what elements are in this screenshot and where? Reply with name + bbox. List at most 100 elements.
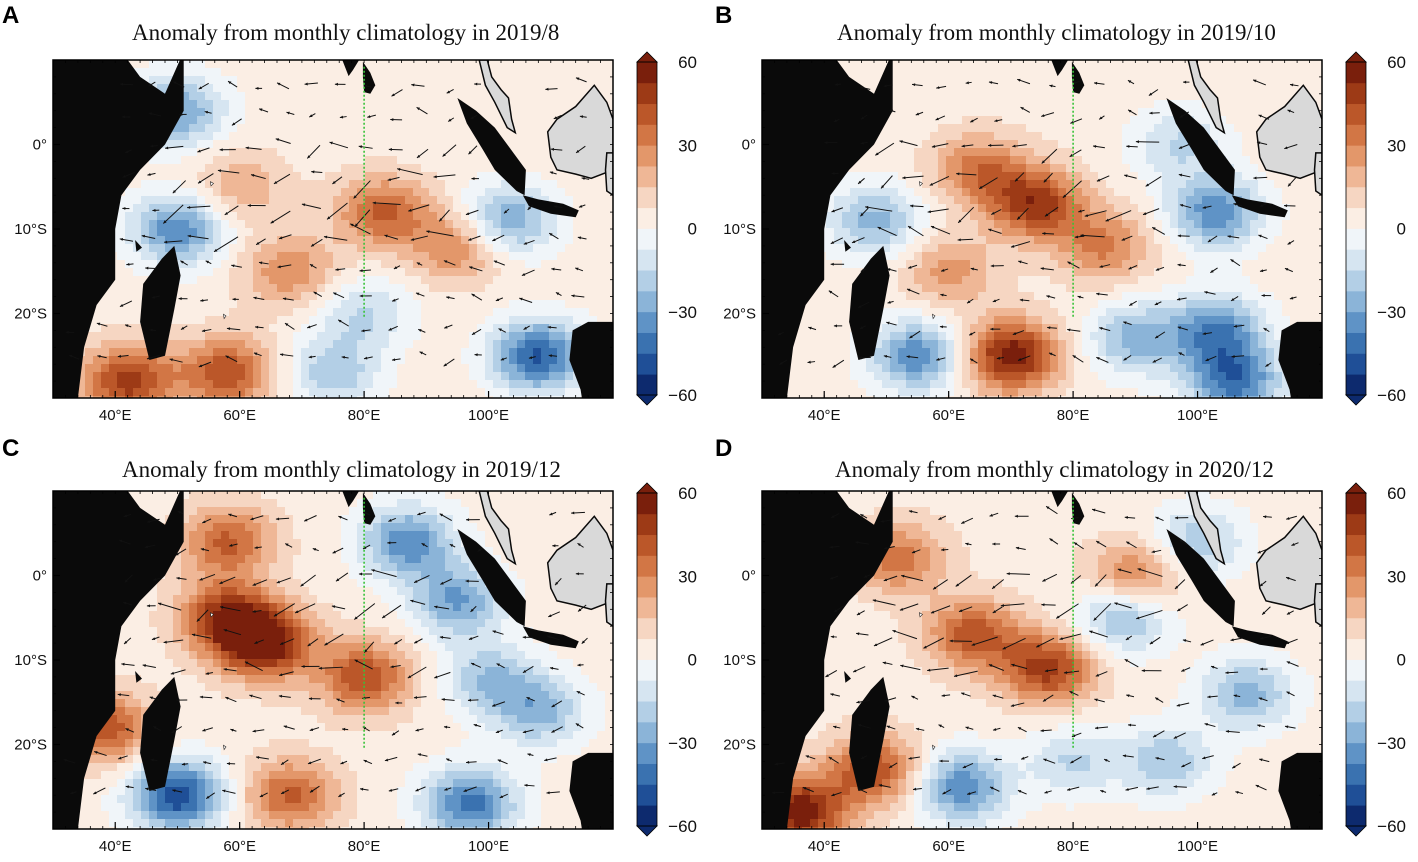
- anomaly-cell: [858, 204, 867, 213]
- anomaly-cell: [261, 140, 270, 149]
- anomaly-cell: [842, 172, 851, 181]
- anomaly-cell: [333, 188, 342, 197]
- anomaly-cell: [373, 300, 382, 309]
- anomaly-cell: [922, 180, 931, 189]
- anomaly-cell: [1234, 132, 1243, 141]
- anomaly-cell: [317, 108, 326, 117]
- anomaly-cell: [1034, 212, 1043, 221]
- anomaly-cell: [133, 380, 142, 389]
- wind-vector-head: [219, 148, 223, 152]
- anomaly-cell: [237, 372, 246, 381]
- anomaly-cell: [357, 108, 366, 117]
- anomaly-cell: [109, 300, 118, 309]
- anomaly-cell: [341, 180, 350, 189]
- anomaly-cell: [285, 180, 294, 189]
- anomaly-cell: [261, 204, 270, 213]
- anomaly-cell: [453, 212, 462, 221]
- anomaly-cell: [437, 132, 446, 141]
- wind-vector-head: [503, 210, 508, 214]
- anomaly-cell: [565, 324, 574, 333]
- anomaly-cell: [301, 228, 310, 237]
- anomaly-cell: [389, 372, 398, 381]
- wind-vector-head: [201, 329, 206, 333]
- anomaly-cell: [405, 60, 414, 69]
- anomaly-cell: [341, 212, 350, 221]
- anomaly-cell: [373, 332, 382, 341]
- anomaly-cell: [533, 260, 542, 269]
- anomaly-cell: [978, 124, 987, 133]
- wind-vector-head: [388, 148, 392, 151]
- anomaly-cell: [914, 132, 923, 141]
- anomaly-cell: [237, 132, 246, 141]
- anomaly-cell: [1274, 68, 1283, 77]
- anomaly-cell: [293, 212, 302, 221]
- anomaly-cell: [309, 188, 318, 197]
- anomaly-cell: [541, 316, 550, 325]
- anomaly-cell: [397, 60, 406, 69]
- anomaly-cell: [1106, 204, 1115, 213]
- anomaly-cell: [589, 244, 598, 253]
- anomaly-cell: [986, 116, 995, 125]
- anomaly-cell: [453, 372, 462, 381]
- anomaly-cell: [189, 84, 198, 93]
- anomaly-cell: [1114, 60, 1123, 69]
- anomaly-cell: [1306, 68, 1315, 77]
- wind-vector-head: [391, 358, 396, 362]
- anomaly-cell: [341, 196, 350, 205]
- wind-vector-head: [577, 236, 582, 240]
- anomaly-cell: [525, 388, 534, 397]
- anomaly-cell: [898, 84, 907, 93]
- anomaly-cell: [986, 164, 995, 173]
- anomaly-cell: [285, 60, 294, 69]
- anomaly-cell: [509, 356, 518, 365]
- anomaly-cell: [978, 164, 987, 173]
- anomaly-cell: [269, 292, 278, 301]
- anomaly-cell: [1050, 180, 1059, 189]
- anomaly-cell: [469, 388, 478, 397]
- anomaly-cell: [597, 212, 606, 221]
- anomaly-cell: [141, 68, 150, 77]
- anomaly-cell: [1226, 76, 1235, 85]
- anomaly-cell: [365, 148, 374, 157]
- wind-vector-head: [575, 77, 580, 81]
- anomaly-cell: [189, 132, 198, 141]
- anomaly-cell: [962, 124, 971, 133]
- anomaly-cell: [181, 60, 190, 69]
- anomaly-cell: [1266, 68, 1275, 77]
- wind-vector-head: [180, 326, 185, 330]
- anomaly-cell: [962, 84, 971, 93]
- anomaly-cell: [445, 348, 454, 357]
- anomaly-cell: [866, 196, 875, 205]
- anomaly-cell: [1226, 68, 1235, 77]
- anomaly-cell: [221, 300, 230, 309]
- anomaly-cell: [101, 396, 110, 398]
- anomaly-cell: [293, 348, 302, 357]
- landmass: [342, 60, 360, 77]
- anomaly-cell: [1298, 60, 1307, 69]
- anomaly-cell: [389, 132, 398, 141]
- anomaly-cell: [1266, 84, 1275, 93]
- anomaly-cell: [93, 348, 102, 357]
- anomaly-cell: [237, 84, 246, 93]
- anomaly-cell: [1114, 100, 1123, 109]
- anomaly-cell: [453, 100, 462, 109]
- anomaly-cell: [954, 108, 963, 117]
- anomaly-cell: [1306, 204, 1315, 213]
- anomaly-cell: [373, 308, 382, 317]
- anomaly-cell: [930, 132, 939, 141]
- anomaly-cell: [301, 140, 310, 149]
- anomaly-cell: [189, 364, 198, 373]
- anomaly-cell: [301, 156, 310, 165]
- wind-vector-head: [180, 260, 184, 264]
- anomaly-cell: [389, 244, 398, 253]
- anomaly-cell: [293, 172, 302, 181]
- anomaly-cell: [421, 204, 430, 213]
- anomaly-cell: [1026, 156, 1035, 165]
- anomaly-cell: [317, 348, 326, 357]
- anomaly-cell: [309, 164, 318, 173]
- anomaly-cell: [1034, 220, 1043, 229]
- anomaly-cell: [141, 380, 150, 389]
- anomaly-cell: [213, 172, 222, 181]
- anomaly-cell: [253, 108, 262, 117]
- wind-vector-head: [270, 220, 274, 224]
